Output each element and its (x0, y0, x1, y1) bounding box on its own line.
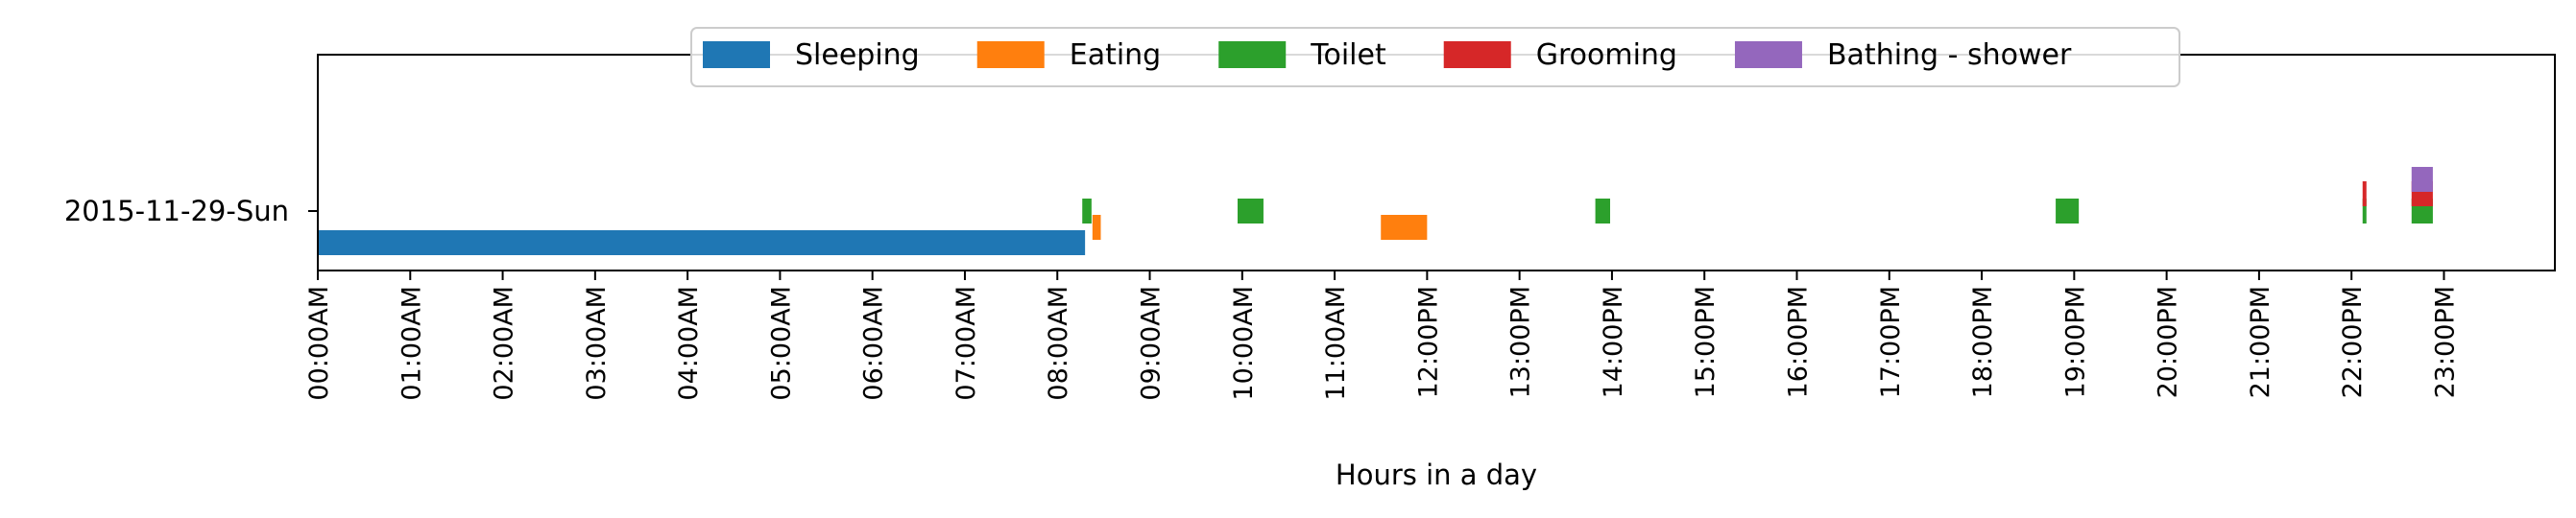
x-tick-label: 15:00PM (1691, 286, 1721, 398)
legend: Sleeping Eating Toilet Grooming Bathing - sh… (690, 27, 2180, 87)
x-tick-label: 10:00AM (1229, 286, 1259, 401)
x-axis-ticks: 00:00AM 01:00AM 02:00AM 03:00AM 04:00AM 05:00… (304, 271, 2460, 401)
x-tick-label: 08:00AM (1044, 286, 1073, 401)
x-tick-label: 13:00PM (1506, 286, 1536, 398)
bar-eating-1 (1381, 215, 1428, 240)
x-tick-label: 19:00PM (2060, 286, 2090, 398)
bar-toilet-3 (2056, 199, 2080, 224)
legend-swatch (703, 41, 770, 68)
bar-sleeping-0 (318, 230, 1086, 255)
x-tick-label: 18:00PM (1968, 286, 1998, 398)
x-tick-label: 07:00AM (951, 286, 981, 401)
x-tick-label: 04:00AM (674, 286, 704, 401)
x-tick-label: 00:00AM (304, 286, 334, 401)
x-tick-label: 03:00AM (582, 286, 612, 401)
legend-box (690, 27, 2180, 87)
x-tick-label: 14:00PM (1599, 286, 1628, 398)
x-tick-label: 22:00PM (2338, 286, 2368, 398)
x-tick-label: 01:00AM (397, 286, 426, 401)
legend-swatch (1734, 41, 1802, 68)
legend-label: Bathing - shower (1827, 38, 2072, 72)
bar-bathing-shower-0 (2411, 167, 2433, 192)
legend-label: Eating (1070, 38, 1162, 72)
x-tick-label: 02:00AM (490, 286, 519, 401)
bar-toilet-1 (1238, 199, 1264, 224)
legend-swatch (1218, 41, 1287, 68)
y-axis-ticks: 2015-11-29-Sun (64, 195, 318, 227)
bars-layer (318, 167, 2433, 255)
x-tick-label: 11:00AM (1321, 286, 1351, 401)
x-tick-label: 09:00AM (1137, 286, 1167, 401)
bar-eating-0 (1092, 215, 1101, 240)
bar-toilet-0 (1082, 199, 1092, 224)
legend-label: Grooming (1536, 38, 1677, 72)
x-tick-label: 17:00PM (1876, 286, 1906, 398)
legend-swatch (976, 41, 1045, 68)
y-tick-label: 2015-11-29-Sun (64, 195, 289, 227)
x-tick-label: 23:00PM (2430, 286, 2460, 398)
bar-grooming-0 (2362, 181, 2367, 206)
x-tick-label: 21:00PM (2246, 286, 2275, 398)
legend-swatch (1443, 41, 1511, 68)
x-tick-label: 16:00PM (1783, 286, 1813, 398)
bar-toilet-2 (1595, 199, 1610, 224)
bar-toilet-4 (2362, 199, 2367, 224)
legend-label: Toilet (1310, 38, 1386, 72)
x-tick-label: 12:00PM (1413, 286, 1443, 398)
x-tick-label: 06:00AM (859, 286, 889, 401)
legend-label: Sleeping (795, 38, 920, 72)
x-axis-label: Hours in a day (1336, 459, 1537, 491)
x-tick-label: 20:00PM (2154, 286, 2183, 398)
x-tick-label: 05:00AM (766, 286, 796, 401)
